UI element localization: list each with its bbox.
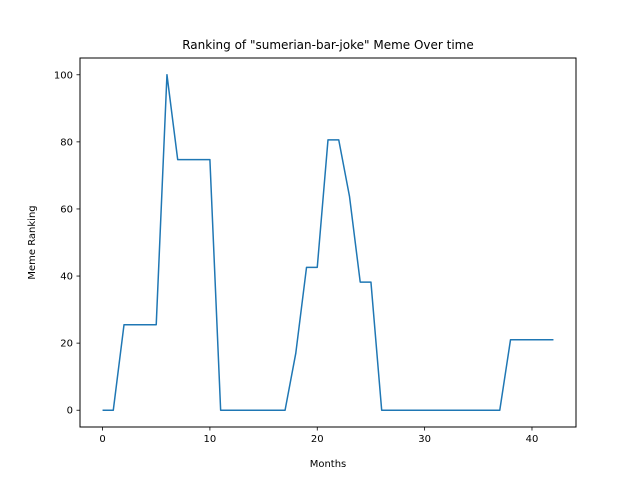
y-tick-label: 60 bbox=[60, 204, 73, 215]
y-tick-label: 80 bbox=[60, 137, 73, 148]
chart-title: Ranking of "sumerian-bar-joke" Meme Over… bbox=[182, 38, 474, 52]
axis-ticks: 0 10 20 30 40 0 20 40 60 80 100 bbox=[54, 70, 538, 445]
data-point bbox=[510, 339, 511, 340]
y-tick-label: 40 bbox=[60, 272, 73, 283]
data-point bbox=[478, 410, 479, 411]
data-point bbox=[424, 410, 425, 411]
data-point bbox=[220, 410, 221, 411]
x-axis-label: Months bbox=[310, 459, 347, 470]
data-point bbox=[317, 267, 318, 268]
x-tick-label: 20 bbox=[311, 434, 324, 445]
data-point bbox=[188, 159, 189, 160]
data-point bbox=[134, 324, 135, 325]
data-point bbox=[370, 281, 371, 282]
x-tick-label: 10 bbox=[204, 434, 217, 445]
x-tick-label: 0 bbox=[99, 434, 105, 445]
data-point bbox=[488, 410, 489, 411]
y-axis-label: Meme Ranking bbox=[27, 205, 38, 279]
data-point bbox=[252, 410, 253, 411]
data-point bbox=[542, 339, 543, 340]
data-point bbox=[284, 410, 285, 411]
data-point bbox=[166, 74, 167, 75]
data-point bbox=[306, 267, 307, 268]
data-point bbox=[413, 410, 414, 411]
data-point bbox=[349, 196, 350, 197]
data-point bbox=[327, 139, 328, 140]
data-point bbox=[392, 410, 393, 411]
data-point bbox=[435, 410, 436, 411]
data-point bbox=[295, 353, 296, 354]
series-line bbox=[102, 74, 554, 411]
data-point bbox=[521, 339, 522, 340]
data-point bbox=[242, 410, 243, 411]
data-point bbox=[177, 159, 178, 160]
data-point bbox=[360, 281, 361, 282]
data-point bbox=[381, 410, 382, 411]
plot-frame bbox=[79, 57, 577, 428]
x-tick-label: 40 bbox=[526, 434, 539, 445]
data-point bbox=[467, 410, 468, 411]
data-point bbox=[145, 324, 146, 325]
y-tick-label: 100 bbox=[54, 70, 73, 81]
y-tick-label: 0 bbox=[67, 406, 73, 417]
data-point bbox=[263, 410, 264, 411]
data-point bbox=[403, 410, 404, 411]
data-point bbox=[156, 324, 157, 325]
data-point bbox=[113, 410, 114, 411]
data-point bbox=[102, 410, 103, 411]
data-point bbox=[456, 410, 457, 411]
data-point bbox=[231, 410, 232, 411]
data-point bbox=[199, 159, 200, 160]
data-point bbox=[338, 139, 339, 140]
data-point bbox=[123, 324, 124, 325]
data-point bbox=[499, 410, 500, 411]
y-tick-label: 20 bbox=[60, 339, 73, 350]
x-tick-label: 30 bbox=[418, 434, 431, 445]
series-group bbox=[102, 74, 554, 411]
data-point bbox=[531, 339, 532, 340]
data-point bbox=[445, 410, 446, 411]
data-point bbox=[209, 159, 210, 160]
data-point bbox=[274, 410, 275, 411]
data-point bbox=[553, 339, 554, 340]
